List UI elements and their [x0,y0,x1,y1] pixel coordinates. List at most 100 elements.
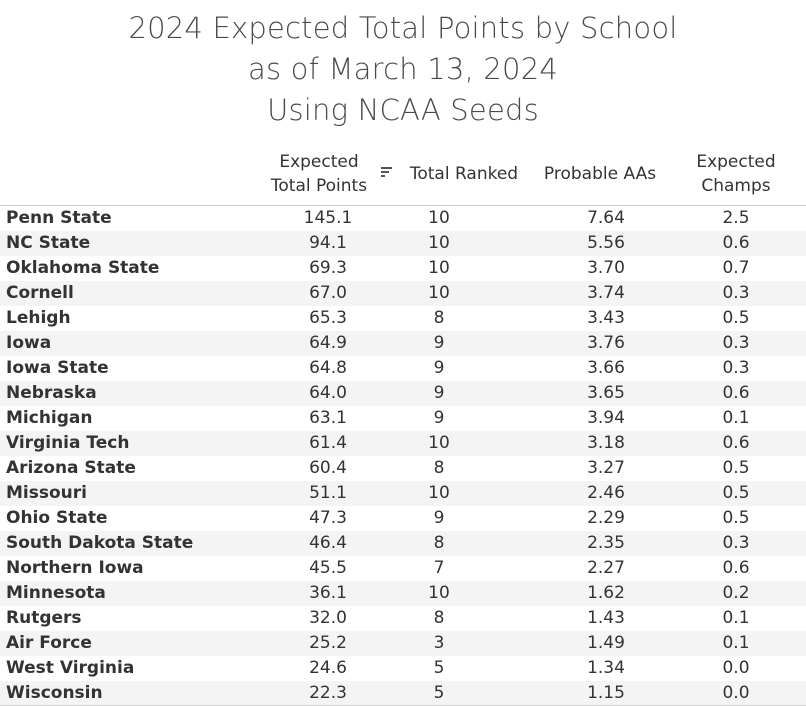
total-ranked-cell: 8 [433,608,445,628]
probable-aas-cell: 3.43 [587,308,625,328]
total-ranked-cell: 9 [433,508,445,528]
school-name-cell: Wisconsin [6,683,103,703]
column-header-probable-aas[interactable]: Probable AAs [536,162,664,186]
column-header-total-ranked[interactable]: Total Ranked [399,162,529,186]
probable-aas-cell: 1.15 [587,683,625,703]
probable-aas-cell: 3.76 [587,333,625,353]
expected-total-points-cell: 22.3 [309,683,347,703]
probable-aas-cell: 3.94 [587,408,625,428]
table-row: Virginia Tech 61.4 10 3.18 0.6 [0,431,806,456]
school-name-cell: West Virginia [6,658,135,678]
title-line-3: Using NCAA Seeds [267,93,539,127]
expected-champs-cell: 0.6 [722,433,750,453]
school-name-cell: Penn State [6,208,112,228]
expected-champs-cell: 0.3 [722,533,750,553]
sort-descending-icon[interactable] [381,166,393,178]
total-ranked-cell: 9 [433,333,445,353]
table-row: NC State 94.1 10 5.56 0.6 [0,231,806,256]
total-ranked-cell: 7 [433,558,445,578]
school-name-cell: Air Force [6,633,92,653]
column-header-line: Total Points [270,176,368,196]
total-ranked-cell: 5 [433,658,445,678]
expected-champs-cell: 0.5 [722,508,750,528]
probable-aas-cell: 2.27 [587,558,625,578]
table-row: Iowa 64.9 9 3.76 0.3 [0,331,806,356]
table-row: Lehigh 65.3 8 3.43 0.5 [0,306,806,331]
expected-total-points-cell: 64.0 [309,383,347,403]
expected-champs-cell: 2.5 [722,208,750,228]
table-row: Northern Iowa 45.5 7 2.27 0.6 [0,556,806,581]
column-header-line: Expected [279,152,359,172]
expected-champs-cell: 0.3 [722,358,750,378]
total-ranked-cell: 10 [428,433,450,453]
total-ranked-cell: 8 [433,308,445,328]
table-row: Cornell 67.0 10 3.74 0.3 [0,281,806,306]
expected-total-points-cell: 51.1 [309,483,347,503]
expected-total-points-cell: 64.8 [309,358,347,378]
table-row: Rutgers 32.0 8 1.43 0.1 [0,606,806,631]
expected-total-points-cell: 61.4 [309,433,347,453]
school-name-cell: Michigan [6,408,93,428]
school-name-cell: Iowa [6,333,52,353]
expected-total-points-cell: 64.9 [309,333,347,353]
school-name-cell: Northern Iowa [6,558,144,578]
school-name-cell: Missouri [6,483,87,503]
chart-title: 2024 Expected Total Points by School as … [0,8,806,131]
total-ranked-cell: 8 [433,533,445,553]
expected-total-points-cell: 60.4 [309,458,347,478]
expected-total-points-cell: 69.3 [309,258,347,278]
expected-champs-cell: 0.6 [722,383,750,403]
probable-aas-cell: 3.74 [587,283,625,303]
table-row: Air Force 25.2 3 1.49 0.1 [0,631,806,656]
school-name-cell: Virginia Tech [6,433,130,453]
probable-aas-cell: 1.49 [587,633,625,653]
table-row: Ohio State 47.3 9 2.29 0.5 [0,506,806,531]
total-ranked-cell: 9 [433,408,445,428]
school-name-cell: NC State [6,233,91,253]
total-ranked-cell: 3 [433,633,445,653]
column-header-line: Expected [696,152,776,172]
column-header-line: Total Ranked [409,164,519,184]
expected-total-points-cell: 65.3 [309,308,347,328]
total-ranked-cell: 10 [428,233,450,253]
probable-aas-cell: 2.35 [587,533,625,553]
expected-total-points-cell: 145.1 [303,208,353,228]
expected-champs-cell: 0.5 [722,483,750,503]
table-row: Missouri 51.1 10 2.46 0.5 [0,481,806,506]
expected-champs-cell: 0.6 [722,558,750,578]
expected-champs-cell: 0.7 [722,258,750,278]
table-body: Penn State 145.1 10 7.64 2.5 NC State 94.1 10 5.… [0,206,806,706]
probable-aas-cell: 3.27 [587,458,625,478]
school-name-cell: Nebraska [6,383,97,403]
expected-champs-cell: 0.1 [722,633,750,653]
probable-aas-cell: 3.70 [587,258,625,278]
probable-aas-cell: 1.62 [587,583,625,603]
table-row: Arizona State 60.4 8 3.27 0.5 [0,456,806,481]
school-name-cell: Oklahoma State [6,258,160,278]
table-row: West Virginia 24.6 5 1.34 0.0 [0,656,806,681]
probable-aas-cell: 3.65 [587,383,625,403]
probable-aas-cell: 3.66 [587,358,625,378]
expected-total-points-cell: 63.1 [309,408,347,428]
expected-champs-cell: 0.6 [722,233,750,253]
table-row: Penn State 145.1 10 7.64 2.5 [0,206,806,231]
column-header-line: Probable AAs [543,164,657,184]
total-ranked-cell: 10 [428,283,450,303]
expected-total-points-cell: 24.6 [309,658,347,678]
probable-aas-cell: 3.18 [587,433,625,453]
probable-aas-cell: 2.46 [587,483,625,503]
school-name-cell: Cornell [6,283,74,303]
column-header-expected-total-points[interactable]: Expected Total Points [259,150,379,198]
expected-total-points-cell: 36.1 [309,583,347,603]
expected-champs-cell: 0.3 [722,283,750,303]
school-name-cell: Lehigh [6,308,71,328]
school-name-cell: Ohio State [6,508,108,528]
school-name-cell: Arizona State [6,458,136,478]
total-ranked-cell: 10 [428,208,450,228]
table-row: Michigan 63.1 9 3.94 0.1 [0,406,806,431]
title-line-2: as of March 13, 2024 [247,52,559,86]
school-name-cell: Rutgers [6,608,82,628]
probable-aas-cell: 5.56 [587,233,625,253]
expected-champs-cell: 0.5 [722,308,750,328]
column-header-expected-champs[interactable]: Expected Champs [681,150,791,198]
